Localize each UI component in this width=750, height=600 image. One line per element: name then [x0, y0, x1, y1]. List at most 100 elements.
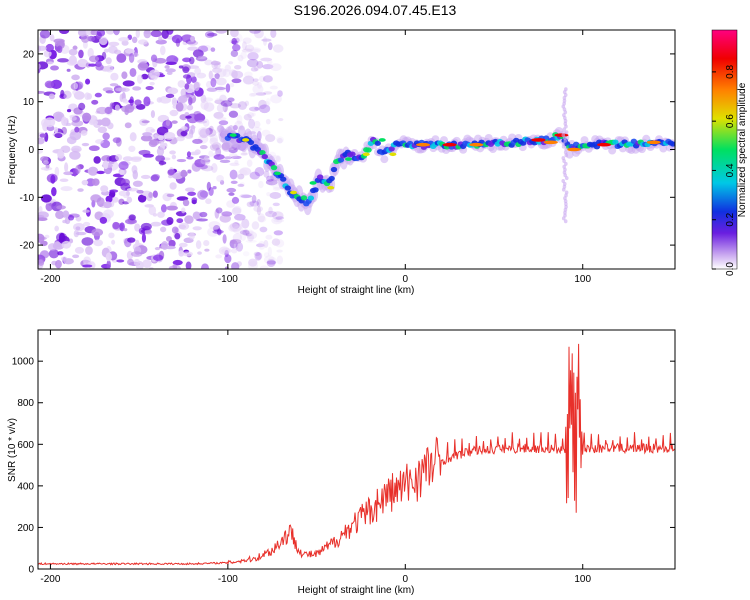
noise-blob [253, 30, 264, 39]
ridge-hotspot [646, 140, 661, 145]
noise-blob [270, 94, 282, 104]
noise-blob [158, 161, 167, 165]
spectrogram-blobs [38, 30, 675, 269]
noise-blob [128, 214, 136, 221]
noise-blob [199, 128, 209, 139]
noise-blob [222, 234, 227, 244]
noise-blob [260, 57, 273, 62]
noise-blob [45, 202, 53, 212]
noise-blob [270, 30, 277, 39]
noise-blob [148, 69, 160, 80]
noise-blob [262, 75, 273, 83]
ridge-core [270, 165, 278, 171]
noise-blob [60, 186, 73, 192]
noise-blob [218, 120, 229, 126]
noise-blob [242, 229, 250, 236]
noise-blob [261, 129, 271, 137]
ridge-hotspot [327, 185, 335, 190]
noise-blob [54, 133, 63, 138]
noise-blob [122, 156, 133, 162]
noise-blob [263, 91, 273, 95]
ridge-hotspot [242, 138, 250, 142]
noise-blob [66, 59, 78, 66]
noise-blob [129, 67, 137, 77]
ridge-core [312, 187, 319, 193]
noise-blob [44, 117, 56, 128]
noise-blob [150, 30, 162, 38]
noise-blob [156, 147, 165, 156]
noise-blob [246, 201, 255, 208]
noise-blob [237, 101, 248, 110]
noise-blob [77, 188, 84, 192]
noise-blob [214, 86, 226, 91]
noise-blob [248, 106, 260, 112]
noise-blob [78, 49, 84, 59]
ridge-core [365, 147, 372, 153]
noise-blob [128, 145, 136, 152]
noise-blob [57, 58, 69, 63]
noise-blob [134, 223, 141, 232]
noise-blob [253, 251, 261, 257]
noise-blob [230, 30, 239, 38]
noise-blob [141, 233, 147, 243]
noise-blob [255, 92, 267, 96]
ridge-core [374, 140, 381, 146]
noise-blob [181, 207, 186, 214]
noise-blob [248, 118, 256, 129]
noise-blob [119, 169, 125, 175]
noise-blob [148, 191, 153, 199]
noise-blob [276, 137, 283, 144]
noise-blob [149, 139, 160, 146]
noise-blob [51, 186, 57, 197]
noise-blob [188, 96, 193, 106]
spectrogram-ytick-label: -10 [20, 193, 35, 204]
noise-blob [229, 83, 235, 88]
noise-blob [132, 86, 142, 91]
spike-blob [562, 164, 566, 169]
spectrogram-ytick-label: -20 [20, 241, 35, 252]
spectrogram-xtick-label: 100 [574, 274, 591, 285]
noise-blob [247, 233, 254, 242]
noise-blob [258, 180, 264, 189]
noise-blob [204, 59, 213, 66]
noise-blob [228, 153, 238, 158]
noise-blob [184, 215, 194, 224]
noise-blob [50, 79, 62, 89]
noise-blob [71, 74, 80, 81]
noise-blob [145, 85, 154, 91]
spectrogram-ytick-label: 20 [23, 49, 35, 60]
ridge-core [337, 157, 345, 163]
noise-blob [249, 47, 262, 53]
noise-blob [88, 63, 97, 67]
noise-blob [132, 169, 138, 180]
noise-blob [123, 194, 129, 199]
noise-blob [184, 187, 195, 192]
noise-blob [242, 229, 249, 235]
noise-blob [199, 145, 208, 150]
spike-blob [561, 133, 566, 138]
noise-blob [191, 197, 198, 203]
noise-blob [165, 119, 171, 127]
noise-blob [105, 90, 114, 94]
noise-blob [155, 39, 167, 45]
noise-blob [272, 202, 280, 207]
ridge-hotspot [416, 142, 431, 147]
noise-blob [126, 187, 139, 192]
noise-blob [266, 60, 273, 65]
noise-blob [224, 266, 230, 269]
ridge-core [316, 174, 324, 180]
noise-blob [266, 258, 276, 268]
noise-blob [187, 40, 199, 46]
noise-blob [228, 61, 234, 65]
noise-blob [64, 162, 69, 173]
noise-blob [121, 71, 128, 79]
colorbar-label: Normalized spectral amplitude [737, 82, 748, 217]
noise-blob [127, 258, 134, 266]
noise-blob [108, 41, 120, 47]
noise-blob [266, 175, 274, 182]
noise-blob [200, 44, 212, 52]
noise-blob [252, 84, 264, 95]
noise-blob [48, 93, 55, 100]
snr-xtick-label: -200 [40, 574, 60, 585]
